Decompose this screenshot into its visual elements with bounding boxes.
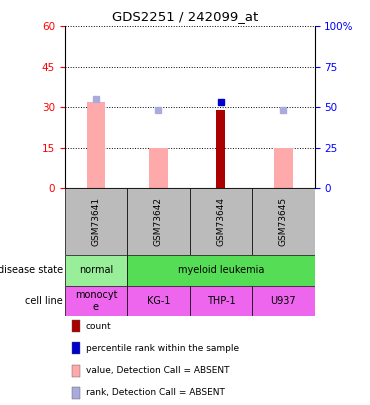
Bar [87, 102, 105, 188]
Bar [190, 188, 252, 255]
Text: GSM73645: GSM73645 [279, 197, 288, 246]
Bar [127, 286, 190, 316]
Bar [127, 255, 314, 286]
Text: GDS2251 / 242099_at: GDS2251 / 242099_at [112, 10, 258, 23]
Text: U937: U937 [270, 296, 296, 306]
Bar [65, 188, 127, 255]
Bar [65, 286, 127, 316]
Text: percentile rank within the sample: percentile rank within the sample [86, 344, 239, 353]
Bar [149, 148, 168, 188]
Text: count: count [86, 322, 111, 330]
Text: GSM73642: GSM73642 [154, 197, 163, 246]
Text: disease state: disease state [0, 265, 63, 275]
Text: cell line: cell line [25, 296, 63, 306]
Bar [127, 188, 190, 255]
Bar [252, 188, 314, 255]
Text: KG-1: KG-1 [147, 296, 170, 306]
Text: myeloid leukemia: myeloid leukemia [178, 265, 264, 275]
Bar [190, 286, 252, 316]
Bar [216, 110, 225, 188]
Bar [252, 286, 314, 316]
Text: THP-1: THP-1 [206, 296, 235, 306]
Bar [274, 148, 293, 188]
Bar [65, 255, 127, 286]
Text: normal: normal [79, 265, 113, 275]
Text: GSM73644: GSM73644 [216, 197, 225, 246]
Text: monocyt
e: monocyt e [75, 290, 117, 311]
Text: value, Detection Call = ABSENT: value, Detection Call = ABSENT [86, 366, 229, 375]
Text: rank, Detection Call = ABSENT: rank, Detection Call = ABSENT [86, 388, 225, 397]
Text: GSM73641: GSM73641 [91, 197, 101, 246]
